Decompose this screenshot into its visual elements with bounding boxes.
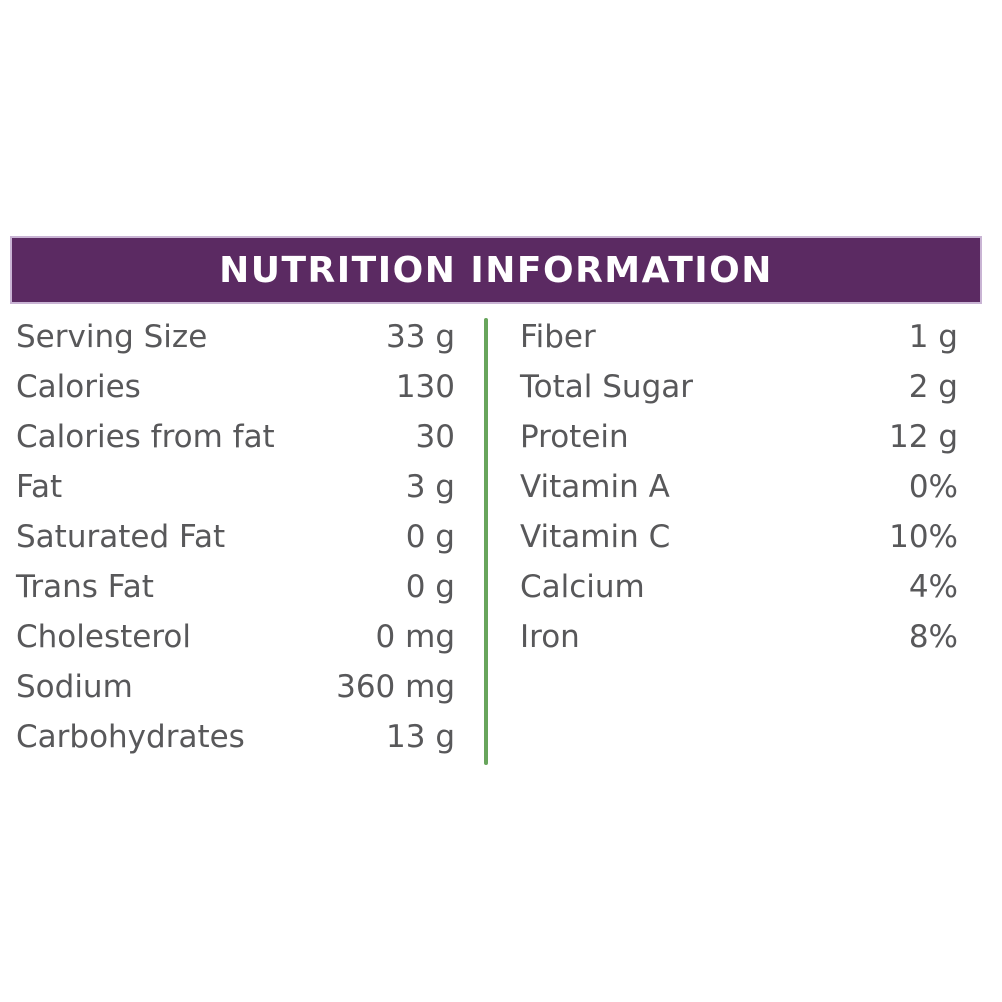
nutrient-label: Serving Size [16,319,208,355]
nutrient-label: Total Sugar [520,369,693,405]
nutrient-label: Vitamin A [520,469,670,505]
nutrient-label: Trans Fat [16,569,154,605]
nutrient-value: 360 mg [336,669,455,705]
nutrient-value: 0% [908,469,958,505]
nutrient-value: 30 [415,419,455,455]
nutrient-label: Iron [520,619,580,655]
nutrient-value: 0 g [405,519,455,555]
nutrient-value: 0 mg [375,619,455,655]
nutrient-label: Calcium [520,569,645,605]
nutrient-value: 0 g [405,569,455,605]
nutrient-label: Vitamin C [520,519,671,555]
nutrient-value: 4% [908,569,958,605]
nutrient-label: Sodium [16,669,133,705]
nutrient-value: 13 g [386,719,455,755]
nutrient-label: Cholesterol [16,619,191,655]
table-row: Calories 130 [16,362,455,412]
nutrient-value: 12 g [889,419,958,455]
table-row: Protein 12 g [520,412,958,462]
nutrient-value: 3 g [405,469,455,505]
table-row: Carbohydrates 13 g [16,712,455,762]
table-row: Fat 3 g [16,462,455,512]
table-row: Cholesterol 0 mg [16,612,455,662]
table-row: Sodium 360 mg [16,662,455,712]
nutrient-label: Fat [16,469,63,505]
table-row: Iron 8% [520,612,958,662]
nutrient-value: 8% [908,619,958,655]
column-divider [484,318,488,765]
table-row: Calcium 4% [520,562,958,612]
nutrient-value: 2 g [908,369,958,405]
nutrient-label: Calories from fat [16,419,275,455]
table-row: Fiber 1 g [520,312,958,362]
nutrient-label: Fiber [520,319,596,355]
nutrition-column-right: Fiber 1 g Total Sugar 2 g Protein 12 g Vitamin… [520,312,958,662]
nutrition-column-left: Serving Size 33 g Calories 130 Calories from… [16,312,455,762]
nutrient-label: Protein [520,419,629,455]
nutrient-value: 1 g [908,319,958,355]
table-row: Trans Fat 0 g [16,562,455,612]
table-row: Calories from fat 30 [16,412,455,462]
table-row: Serving Size 33 g [16,312,455,362]
table-row: Vitamin A 0% [520,462,958,512]
nutrient-value: 130 [395,369,455,405]
nutrient-label: Calories [16,369,141,405]
table-row: Vitamin C 10% [520,512,958,562]
nutrient-value: 10% [889,519,958,555]
nutrient-label: Carbohydrates [16,719,245,755]
page-title: NUTRITION INFORMATION [219,249,773,291]
nutrient-label: Saturated Fat [16,519,226,555]
nutrient-value: 33 g [386,319,455,355]
table-row: Saturated Fat 0 g [16,512,455,562]
nutrition-header-bar: NUTRITION INFORMATION [10,236,982,304]
table-row: Total Sugar 2 g [520,362,958,412]
